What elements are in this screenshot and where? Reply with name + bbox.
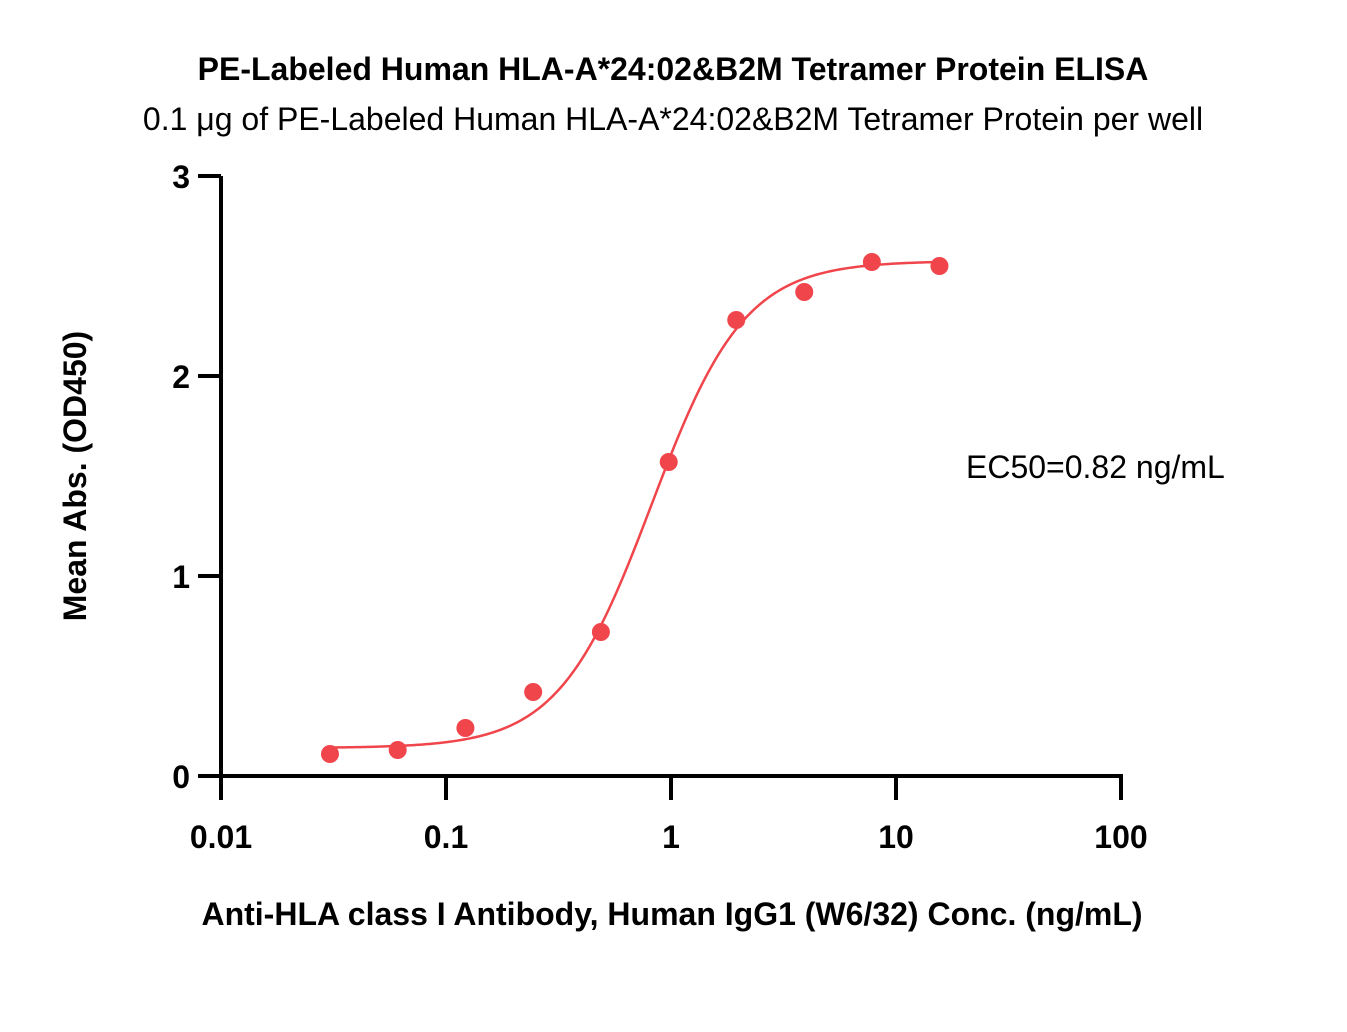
x-tick-label-3: 10 xyxy=(878,819,914,855)
fit-curve xyxy=(329,260,940,749)
x-tick-label-4: 100 xyxy=(1094,819,1147,855)
y-axis-label: Mean Abs. (OD450) xyxy=(57,331,93,621)
data-point-7 xyxy=(795,283,814,301)
x-tick-label-0: 0.01 xyxy=(190,819,252,855)
data-point-6 xyxy=(727,311,746,329)
data-point-8 xyxy=(862,253,881,271)
y-ticks: 0 1 2 3 xyxy=(172,159,221,795)
x-tick-label-1: 0.1 xyxy=(424,819,468,855)
y-tick-label-1: 1 xyxy=(172,559,190,595)
y-tick-label-3: 3 xyxy=(172,159,190,195)
data-point-1 xyxy=(388,741,407,759)
chart-title: PE-Labeled Human HLA-A*24:02&B2M Tetrame… xyxy=(198,51,1149,87)
chart-subtitle: 0.1 μg of PE-Labeled Human HLA-A*24:02&B… xyxy=(143,101,1203,137)
x-ticks: 0.01 0.1 1 10 100 xyxy=(190,776,1148,855)
data-point-5 xyxy=(659,453,678,471)
data-point-4 xyxy=(591,623,610,641)
ec50-annotation: EC50=0.82 ng/mL xyxy=(966,449,1225,485)
data-point-9 xyxy=(930,257,949,275)
x-axis-label: Anti-HLA class I Antibody, Human IgG1 (W… xyxy=(201,896,1142,932)
x-tick-label-2: 1 xyxy=(662,819,680,855)
data-point-0 xyxy=(320,745,339,763)
data-point-3 xyxy=(524,683,543,701)
y-tick-label-0: 0 xyxy=(172,759,190,795)
data-points xyxy=(320,253,949,763)
data-point-2 xyxy=(456,719,475,737)
y-tick-label-2: 2 xyxy=(172,359,190,395)
